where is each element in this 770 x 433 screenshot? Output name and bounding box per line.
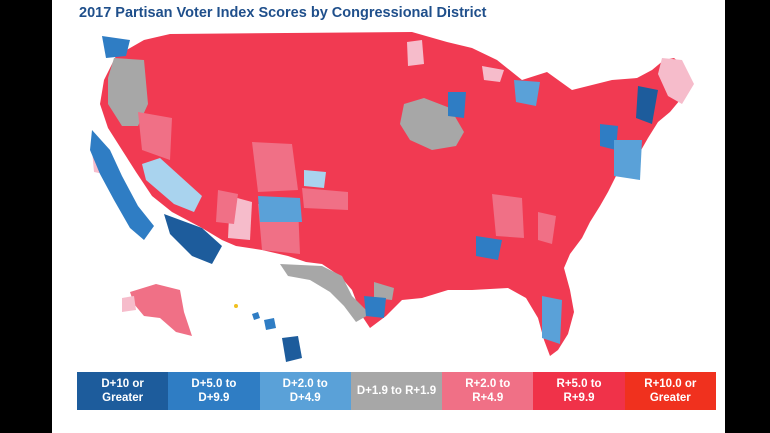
legend-item-tossup: D+1.9 to R+1.9 bbox=[350, 372, 443, 410]
hawaii-island-2 bbox=[252, 312, 260, 320]
legend-item-r10: R+10.0 or Greater bbox=[624, 372, 716, 410]
blue-district-ne2 bbox=[636, 86, 658, 124]
gray-district-nw bbox=[108, 58, 148, 126]
blue-district-wa bbox=[102, 36, 130, 58]
pale-blue-district-co2 bbox=[304, 170, 326, 188]
blue-district-la bbox=[164, 214, 222, 264]
blue-district-co3 bbox=[258, 196, 302, 222]
pale-blue-district-nv bbox=[142, 158, 202, 212]
legend-label: R+2.0 to R+4.9 bbox=[465, 378, 511, 404]
blue-district-mn bbox=[448, 92, 466, 118]
alaska bbox=[130, 284, 192, 336]
contiguous-us-base bbox=[100, 32, 692, 356]
district-map bbox=[90, 32, 694, 362]
legend-item-r5: R+5.0 to R+9.9 bbox=[533, 372, 625, 410]
legend-label: D+2.0 to D+4.9 bbox=[282, 378, 328, 404]
slide: 2017 Partisan Voter Index Scores by Cong… bbox=[52, 0, 725, 433]
blue-district-gulf bbox=[364, 296, 386, 318]
legend-label: D+5.0 to D+9.9 bbox=[191, 378, 237, 404]
hawaii-island-4 bbox=[282, 336, 302, 362]
hawaii-island-1 bbox=[234, 304, 238, 308]
legend-label: D+10 or Greater bbox=[101, 378, 144, 404]
alaska-west bbox=[122, 296, 136, 312]
blue-district-nj bbox=[614, 140, 642, 180]
medium-pink-district-ga bbox=[538, 212, 556, 244]
pink-district-mt bbox=[407, 40, 424, 66]
blue-district-fl bbox=[542, 296, 562, 344]
blue-district-mi2 bbox=[514, 80, 540, 106]
pink-district-me bbox=[658, 58, 694, 104]
legend-label: R+5.0 to R+9.9 bbox=[556, 378, 602, 404]
pink-district-mi bbox=[482, 66, 504, 82]
medium-pink-district-ut bbox=[138, 112, 172, 160]
map-title: 2017 Partisan Voter Index Scores by Cong… bbox=[79, 5, 487, 21]
legend-label: R+10.0 or Greater bbox=[644, 378, 697, 404]
gray-district-tx bbox=[280, 264, 370, 322]
blue-district-ca-coast bbox=[90, 130, 154, 240]
legend-item-d2: D+2.0 to D+4.9 bbox=[259, 372, 351, 410]
legend-item-d5: D+5.0 to D+9.9 bbox=[168, 372, 260, 410]
medium-pink-district-az bbox=[216, 190, 238, 224]
medium-pink-district-ks bbox=[302, 188, 348, 210]
legend-item-r2: R+2.0 to R+4.9 bbox=[442, 372, 534, 410]
hawaii-island-3 bbox=[264, 318, 276, 330]
blue-district-ny bbox=[600, 124, 618, 150]
medium-pink-district-tn bbox=[492, 194, 524, 238]
gray-district-ok bbox=[374, 282, 394, 300]
legend-item-d10: D+10 or Greater bbox=[77, 372, 169, 410]
medium-pink-district-co bbox=[252, 142, 298, 192]
legend-label: D+1.9 to R+1.9 bbox=[356, 385, 437, 397]
blue-district-ga2 bbox=[476, 236, 502, 260]
legend: D+10 or Greater D+5.0 to D+9.9 D+2.0 to … bbox=[77, 372, 716, 410]
